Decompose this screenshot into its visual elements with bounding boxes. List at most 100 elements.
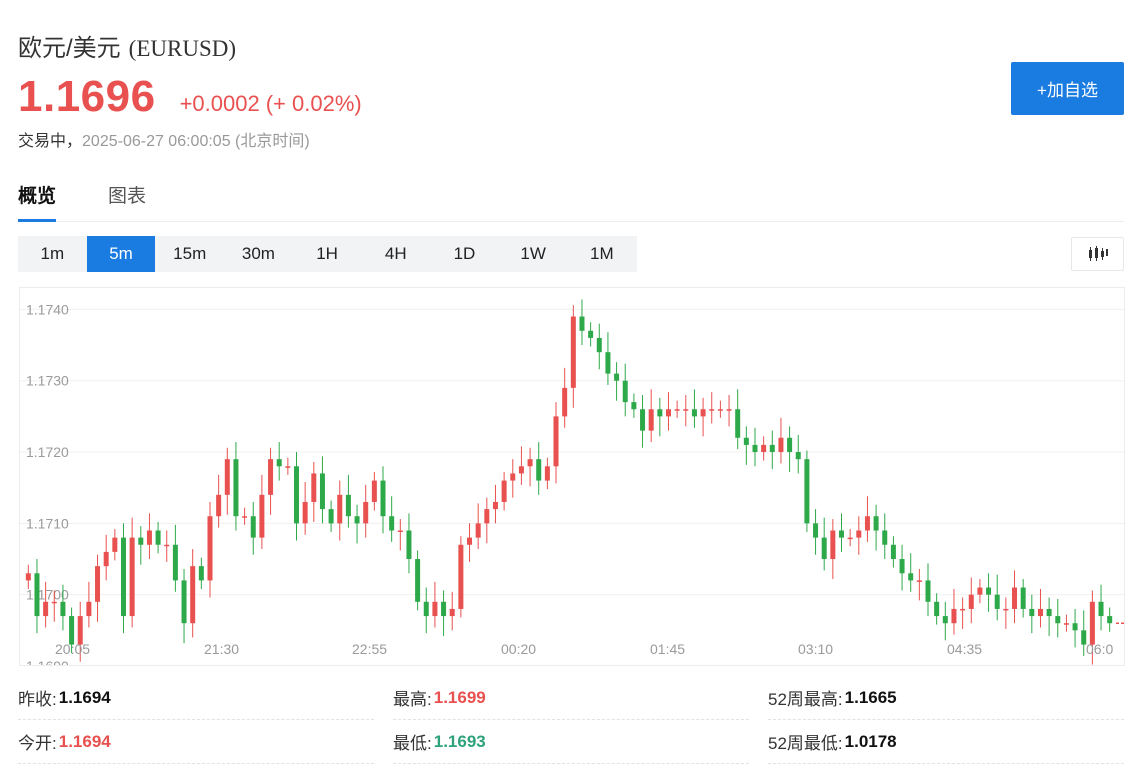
candle-body (579, 316, 585, 331)
stat-label: 52周最低: (768, 734, 843, 753)
change-value: +0.0002 (179, 91, 260, 116)
candle-body (1081, 630, 1087, 645)
period-15m[interactable]: 15m (173, 244, 207, 263)
candle-body (726, 409, 732, 411)
candle-body (614, 373, 620, 381)
candle-body (761, 444, 767, 453)
candle-body (899, 559, 905, 574)
period-1m[interactable]: 1m (40, 244, 65, 263)
candle-body (449, 608, 455, 617)
stat-value: 1.1665 (844, 687, 897, 707)
candle-body (112, 537, 118, 552)
candle-body (986, 587, 992, 595)
period-30m[interactable]: 30m (241, 244, 275, 263)
candle-body (190, 566, 196, 624)
y-tick-label: 1.1740 (26, 301, 69, 317)
stats-col-1: 昨收: 1.1694 今开: 1.1694 (18, 676, 374, 764)
candle-body (709, 409, 715, 411)
price-chart[interactable]: 1.1740 1.1730 1.1720 1.1710 1.1700 1.1690 20:0… (19, 287, 1125, 666)
x-tick-label: 01:45 (650, 641, 685, 657)
candle-body (423, 601, 429, 617)
candle-body (198, 566, 204, 581)
period-5m[interactable]: 5m (86, 236, 156, 272)
candle-body (596, 337, 602, 353)
candle-body (717, 409, 723, 411)
y-tick-label: 1.1720 (26, 444, 69, 460)
chart-type-button[interactable] (1071, 237, 1124, 271)
tab-overview[interactable]: 概览 (18, 181, 57, 222)
stat-prev-close: 昨收: 1.1694 (18, 676, 374, 720)
candle-body (155, 530, 161, 545)
candle-body (839, 530, 844, 538)
y-tick-label: 1.1710 (26, 515, 69, 531)
candle-body (1037, 608, 1043, 617)
candle-body (735, 409, 741, 438)
stat-high: 最高: 1.1699 (393, 676, 749, 720)
candle-body (960, 608, 966, 611)
candle-body (518, 466, 524, 474)
candlestick-icon (1088, 246, 1108, 261)
candle-body (622, 380, 628, 403)
x-tick-label: 20:05 (55, 641, 90, 657)
candle-body (302, 501, 308, 524)
candle-body (951, 608, 957, 624)
candle-body (397, 530, 403, 532)
candle-body (942, 616, 948, 624)
candle-body (354, 516, 360, 524)
instrument-title: 欧元/美元 (EURUSD) (18, 28, 236, 63)
period-4h[interactable]: 4H (384, 244, 407, 263)
x-tick-label: 04:35 (947, 641, 982, 657)
candle-body (371, 480, 377, 502)
trading-status: 交易中，2025-06-27 06:00:05 (北京时间) (18, 127, 310, 151)
candle-body (415, 559, 421, 602)
candle-body (1020, 587, 1026, 609)
candle-body (51, 601, 57, 604)
stat-label: 最低: (393, 734, 432, 753)
candle-body (467, 537, 473, 545)
stat-52w-high: 52周最高: 1.1665 (768, 676, 1124, 720)
period-1h[interactable]: 1H (316, 244, 338, 263)
candle-body (640, 409, 646, 431)
candle-body (285, 466, 291, 468)
candle-body (207, 516, 213, 581)
candle-body (328, 509, 334, 524)
candle-body (363, 501, 369, 524)
candle-body (129, 537, 135, 617)
period-1mo[interactable]: 1M (590, 244, 614, 263)
candle-body (769, 444, 775, 453)
candle-body (172, 544, 178, 581)
candle-body (856, 530, 862, 538)
candle-body (683, 409, 689, 411)
candle-body (700, 409, 706, 417)
x-tick-label: 00:20 (501, 641, 536, 657)
y-tick-label: 1.1690 (26, 658, 69, 666)
stat-value: 1.1694 (58, 687, 111, 707)
candle-body (224, 459, 230, 495)
price-change: +0.0002 (+ 0.02%) (180, 91, 362, 117)
candle-body (86, 601, 92, 617)
candle-body (864, 516, 870, 531)
candle-body (665, 409, 671, 417)
candle-body (908, 573, 914, 581)
candle-body (268, 459, 274, 495)
timezone: (北京时间) (235, 133, 310, 150)
price-row: 1.1696 +0.0002 (+ 0.02%) (18, 72, 362, 122)
candle-body (60, 601, 66, 617)
y-tick-label: 1.1730 (26, 373, 69, 389)
x-tick-label: 22:55 (352, 641, 387, 657)
candlestick-chart: 1.17401.17301.17201.17101.17001.169020:0… (20, 299, 1124, 666)
candle-body (778, 437, 784, 453)
stat-label: 最高: (393, 690, 432, 709)
period-1d[interactable]: 1D (453, 244, 476, 263)
candle-body (1107, 616, 1113, 624)
x-tick-label: 21:30 (204, 641, 239, 657)
tab-chart[interactable]: 图表 (108, 186, 147, 207)
status-text: 交易中， (18, 133, 83, 150)
period-1w[interactable]: 1W (520, 244, 546, 263)
candle-body (458, 544, 464, 609)
add-watchlist-button[interactable]: +加自选 (1011, 62, 1124, 115)
stats-col-3: 52周最高: 1.1665 52周最低: 1.0178 (768, 676, 1124, 764)
candle-body (847, 537, 853, 540)
candle-body (311, 473, 317, 502)
stat-label: 52周最高: (768, 690, 843, 709)
